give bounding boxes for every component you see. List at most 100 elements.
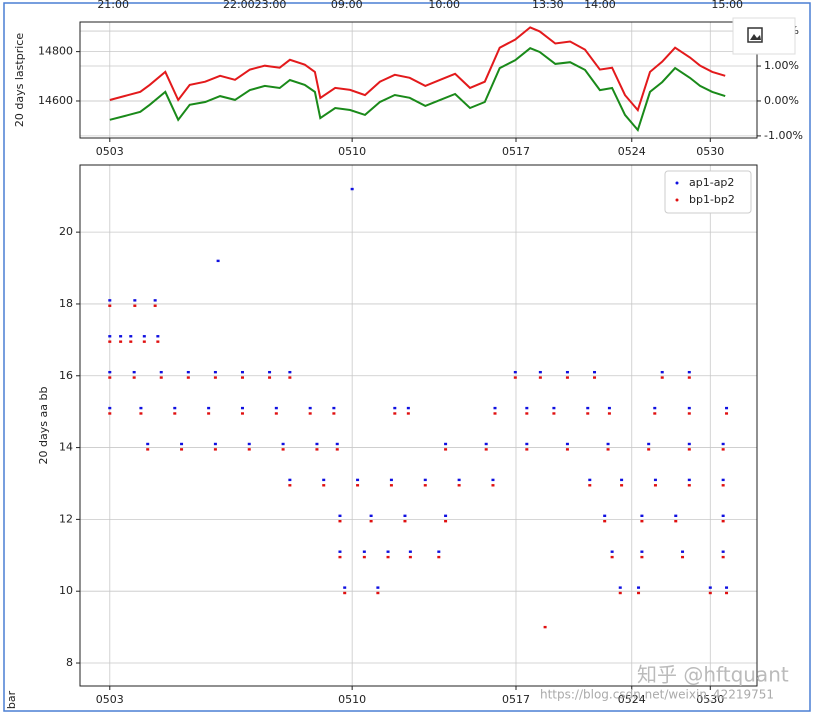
scatter-point: [620, 478, 624, 482]
y-tick-label: 18: [59, 297, 73, 310]
scatter-point: [108, 370, 112, 374]
scatter-point: [153, 299, 157, 302]
scatter-point: [618, 586, 622, 589]
scatter-point: [588, 484, 592, 487]
scatter-point: [386, 550, 390, 553]
scatter-point: [708, 586, 712, 589]
x-tick-label: 0503: [96, 693, 124, 706]
scatter-point: [338, 519, 342, 523]
scatter-point: [444, 442, 448, 446]
x-tick-label: 0517: [502, 693, 530, 706]
scatter-point: [133, 299, 137, 302]
scatter-point: [108, 406, 112, 410]
scatter-point: [721, 448, 725, 451]
scatter-point: [607, 412, 611, 415]
scatter-point: [687, 442, 691, 446]
scatter-point: [207, 412, 211, 415]
scatter-point: [525, 406, 529, 410]
scatter-point: [565, 370, 569, 374]
scatter-point: [640, 514, 644, 518]
scatter-point: [338, 555, 342, 559]
scatter-point: [538, 370, 542, 374]
scatter-point: [207, 406, 211, 410]
scatter-point: [484, 442, 488, 446]
scatter-point: [288, 478, 292, 482]
scatter-point: [586, 406, 590, 410]
y-tick-label: 8: [66, 656, 73, 669]
y-axis-label: 20 days lastprice: [13, 33, 26, 127]
scatter-point: [322, 484, 326, 487]
scatter-point: [281, 448, 285, 451]
scatter-point: [687, 370, 691, 374]
scatter-point: [369, 519, 373, 523]
scatter-point: [288, 370, 292, 374]
scatter-point: [725, 591, 729, 595]
y2-tick-label: 1.00%: [764, 59, 799, 72]
scatter-point: [606, 442, 610, 446]
figure-icon[interactable]: [732, 17, 796, 55]
scatter-point: [240, 370, 244, 374]
scatter-point: [552, 406, 556, 410]
scatter-point: [681, 555, 685, 559]
x2-tick-label: 22:0023:00: [223, 0, 286, 11]
scatter-point: [725, 586, 729, 589]
plot-frame: [79, 21, 758, 139]
scatter-point: [593, 376, 597, 379]
scatter-point: [653, 484, 657, 487]
scatter-point: [610, 555, 614, 559]
legend-box: [664, 170, 752, 214]
scatter-point: [159, 376, 163, 379]
scatter-point: [525, 448, 529, 451]
scatter-point: [247, 448, 251, 451]
scatter-point: [653, 478, 657, 482]
y-tick-label: 14800: [38, 45, 73, 58]
icon-glyph[interactable]: [747, 27, 763, 43]
scatter-point: [389, 484, 393, 487]
scatter-point: [119, 340, 123, 343]
y2-tick-label: 0.00%: [764, 94, 799, 107]
x2-tick-label: 14:00: [584, 0, 616, 11]
scatter-point: [687, 448, 691, 451]
legend-marker: [675, 181, 679, 185]
scatter-point: [513, 370, 517, 374]
scatter-point: [493, 412, 497, 415]
x-tick-label: 0530: [696, 693, 724, 706]
x2-tick-label: 21:00: [97, 0, 129, 11]
scatter-point: [139, 412, 143, 415]
scatter-point: [108, 412, 112, 415]
scatter-point: [156, 340, 160, 343]
scatter-point: [369, 514, 373, 518]
icon-glyph-mountain[interactable]: [750, 34, 761, 40]
scatter-point: [687, 478, 691, 482]
scatter-point: [133, 304, 137, 307]
scatter-point: [308, 412, 312, 415]
scatter-point: [444, 448, 448, 451]
scatter-point: [274, 412, 278, 415]
scatter-point: [274, 406, 278, 410]
scatter-point: [408, 550, 412, 553]
scatter-point: [647, 442, 651, 446]
scatter-point: [444, 519, 448, 523]
y-tick-label: 10: [59, 584, 73, 597]
scatter-point: [139, 406, 143, 410]
scatter-point: [491, 484, 495, 487]
y-tick-label: 14: [59, 441, 73, 454]
x-tick-label: 0503: [96, 145, 124, 158]
scatter-point: [708, 591, 712, 595]
scatter-point: [603, 514, 607, 518]
scatter-point: [142, 335, 146, 338]
scatter-point: [725, 412, 729, 415]
scatter-point: [437, 550, 441, 553]
scatter-point: [338, 550, 342, 553]
y-tick-label: 20: [59, 225, 73, 238]
x-tick-label: 0510: [338, 145, 366, 158]
scatter-point: [281, 442, 285, 446]
scatter-point: [315, 442, 319, 446]
scatter-point: [513, 376, 517, 379]
scatter-point: [386, 555, 390, 559]
y-tick-label: 14600: [38, 94, 73, 107]
scatter-point: [173, 406, 177, 410]
scatter-point: [332, 412, 336, 415]
scatter-point: [288, 376, 292, 379]
icon-box[interactable]: [732, 17, 796, 55]
